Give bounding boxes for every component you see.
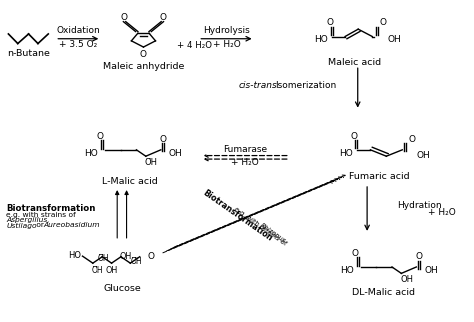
Text: + H₂O: + H₂O: [212, 40, 240, 49]
Text: HO: HO: [84, 149, 98, 158]
Text: Biotransformation: Biotransformation: [201, 188, 273, 243]
Text: + H₂O: + H₂O: [428, 208, 456, 217]
Text: + 3.5 O₂: + 3.5 O₂: [59, 40, 97, 49]
Text: O: O: [160, 13, 166, 22]
Text: Glucose: Glucose: [103, 284, 141, 293]
Text: OH: OH: [401, 275, 413, 284]
Text: Fumaric acid: Fumaric acid: [348, 173, 409, 182]
Text: OH: OH: [105, 266, 118, 275]
Text: Fumarase: Fumarase: [223, 145, 267, 154]
Text: or: or: [34, 223, 46, 229]
Text: L-Malic acid: L-Malic acid: [102, 177, 158, 186]
Text: O: O: [140, 50, 147, 59]
Text: O̅H: O̅H: [98, 254, 109, 263]
Text: O: O: [350, 132, 357, 141]
Text: O̅H: O̅H: [130, 257, 142, 266]
Text: O: O: [160, 135, 167, 144]
Text: O: O: [96, 132, 103, 141]
Text: Oxidation: Oxidation: [56, 26, 100, 35]
Text: e.g. with strains of: e.g. with strains of: [234, 206, 288, 247]
Text: O: O: [352, 249, 359, 258]
Text: n-Butane: n-Butane: [7, 49, 50, 58]
Text: Isomerization: Isomerization: [275, 81, 337, 90]
Text: OH: OH: [387, 35, 401, 44]
Text: O: O: [120, 13, 128, 22]
Text: Hydration: Hydration: [397, 201, 441, 210]
Text: O: O: [415, 252, 422, 261]
Text: cis-trans: cis-trans: [238, 81, 277, 90]
Text: Ustilago: Ustilago: [6, 223, 36, 229]
Text: OH: OH: [169, 149, 182, 158]
Text: Maleic anhydride: Maleic anhydride: [103, 62, 184, 71]
Text: HO: HO: [314, 35, 328, 44]
Text: HO: HO: [69, 251, 82, 260]
Text: O: O: [379, 18, 386, 27]
Text: OH: OH: [424, 266, 438, 275]
Text: O: O: [147, 251, 154, 260]
Text: O̅H: O̅H: [91, 266, 103, 275]
Text: Biotransformation: Biotransformation: [6, 204, 95, 213]
Text: Aureobasidium: Aureobasidium: [44, 223, 100, 229]
Text: O̅H: O̅H: [145, 158, 158, 167]
Text: HO: HO: [340, 266, 354, 275]
Text: + 4 H₂O: + 4 H₂O: [177, 41, 212, 50]
Text: Aspergillus,: Aspergillus,: [6, 217, 50, 223]
Text: HO: HO: [339, 148, 353, 157]
Text: Hydrolysis: Hydrolysis: [203, 26, 250, 35]
Text: OH: OH: [416, 151, 430, 160]
Text: DL-Malic acid: DL-Malic acid: [352, 288, 415, 297]
Text: O: O: [326, 18, 333, 27]
Text: e.g. with strains of: e.g. with strains of: [6, 212, 78, 218]
Text: O: O: [408, 135, 415, 144]
Text: Maleic acid: Maleic acid: [328, 58, 381, 67]
Text: Rhizopus: Rhizopus: [259, 222, 287, 244]
Text: + H₂O: + H₂O: [231, 158, 259, 167]
Text: OH: OH: [119, 252, 131, 261]
